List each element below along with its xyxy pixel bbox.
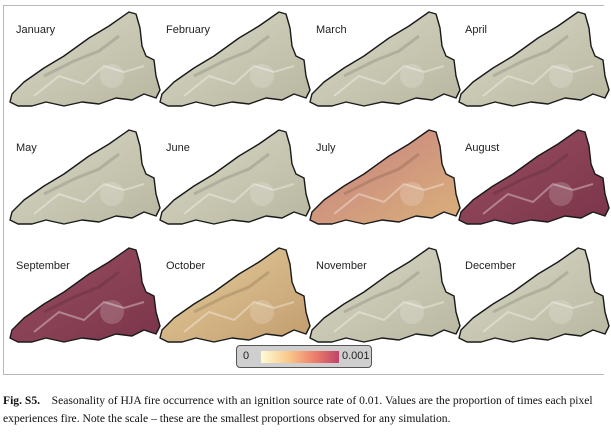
- watershed-map: [458, 11, 610, 107]
- legend-gradient-bar: [261, 351, 339, 363]
- panel-label: July: [316, 142, 336, 154]
- watershed-map: [9, 129, 161, 225]
- caption-label: Fig. S5.: [3, 394, 41, 407]
- watershed-map: [458, 247, 610, 343]
- legend-max-label: 0.001: [342, 350, 370, 362]
- caption-text: Seasonality of HJA fire occurrence with …: [3, 394, 593, 425]
- watershed-map: [9, 11, 161, 107]
- panel-label: March: [316, 24, 347, 36]
- panel-label: August: [465, 142, 500, 154]
- panel-label: April: [465, 24, 488, 36]
- panel-label: November: [316, 260, 367, 272]
- watershed-map: [458, 129, 610, 225]
- map-panel-january: January: [4, 6, 161, 116]
- map-panel-november: November: [304, 242, 461, 352]
- map-panel-july: July: [304, 124, 461, 234]
- panel-label: September: [16, 260, 70, 272]
- map-panel-september: September: [4, 242, 161, 352]
- panel-label: December: [465, 260, 516, 272]
- panel-label: June: [166, 142, 190, 154]
- map-panel-april: April: [453, 6, 610, 116]
- map-panel-october: October: [154, 242, 311, 352]
- map-panel-august: August: [453, 124, 610, 234]
- panel-label: February: [166, 24, 211, 36]
- map-panel-december: December: [453, 242, 610, 352]
- watershed-map: [309, 11, 461, 107]
- watershed-map: [159, 11, 311, 107]
- panel-label: January: [16, 24, 56, 36]
- map-panel-march: March: [304, 6, 461, 116]
- watershed-map: [9, 247, 161, 343]
- map-panel-june: June: [154, 124, 311, 234]
- watershed-map: [309, 129, 461, 225]
- watershed-map: [309, 247, 461, 343]
- color-scale-legend: 0 0.001: [236, 345, 372, 368]
- map-panel-may: May: [4, 124, 161, 234]
- watershed-map: [159, 129, 311, 225]
- legend-min-label: 0: [243, 350, 250, 362]
- map-panel-february: February: [154, 6, 311, 116]
- panel-label: October: [166, 260, 206, 272]
- panel-label: May: [16, 142, 37, 154]
- figure-frame: January February March April May June July Augu…: [3, 5, 610, 375]
- figure-caption: Fig. S5. Seasonality of HJA fire occurre…: [3, 392, 611, 428]
- watershed-map: [159, 247, 311, 343]
